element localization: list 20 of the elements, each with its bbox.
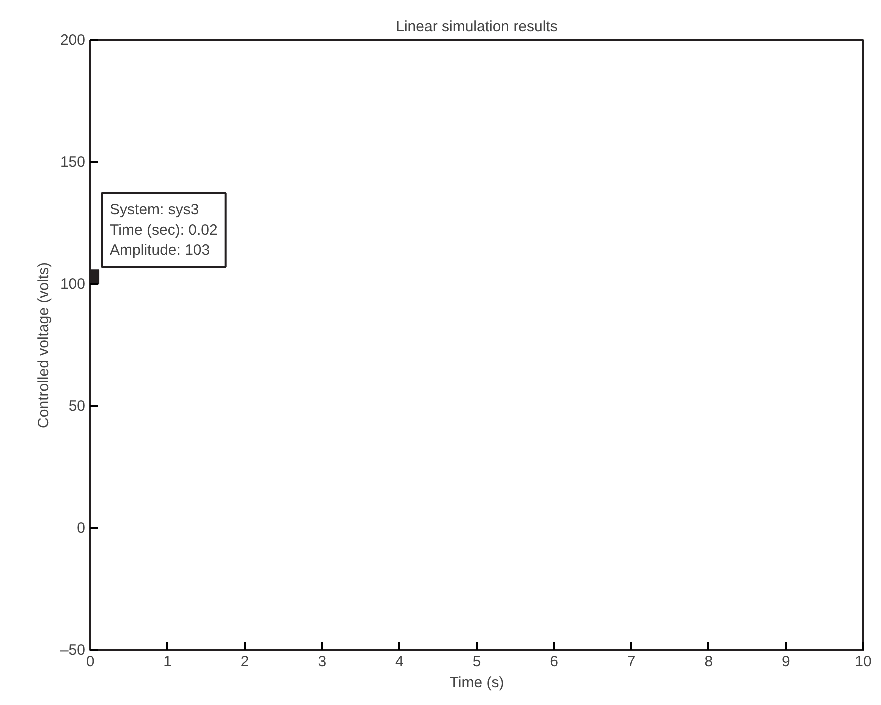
x-tick-label: 5 (472, 654, 482, 670)
annotation: System: sys3 Time (sec): 0.02 Amplitude: 103 (110, 201, 218, 260)
x-tick-label: 6 (550, 654, 558, 670)
y-tick-label: 150 (60, 154, 86, 171)
y-tick-label: 50 (68, 398, 86, 415)
y-tick-label: 200 (60, 32, 86, 49)
y-tick-label: –50 (60, 642, 86, 659)
x-tick-label: 10 (855, 654, 872, 670)
x-tick-label: 7 (627, 654, 636, 670)
x-tick-label: 3 (318, 654, 327, 670)
x-tick-label: 2 (240, 654, 250, 670)
x-tick-label: 1 (164, 654, 172, 670)
y-tick-label: 0 (77, 520, 86, 537)
y-axis-title: Controlled voltage (volts) (35, 262, 52, 428)
y-tick-label: 100 (60, 276, 86, 293)
x-tick-label: 9 (782, 654, 790, 670)
x-tick-label: 8 (704, 654, 714, 670)
x-axis-title: Time (s) (450, 674, 504, 692)
x-tick-label: 4 (396, 654, 404, 670)
chart-title: Linear simulation results (396, 18, 558, 36)
